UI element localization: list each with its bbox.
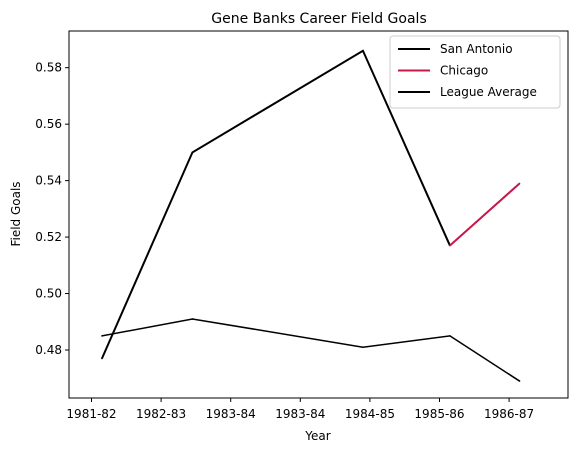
data-point [518,182,521,185]
x-tick-label: 1984-85 [345,407,395,421]
data-point [362,346,364,348]
legend-label: Chicago [440,64,488,78]
x-tick-label: 1983-84 [206,407,256,421]
x-tick-label: 1982-83 [136,407,186,421]
y-tick-label: 0.48 [35,343,62,357]
y-axis-ticks: 0.48 0.50 0.52 0.54 0.56 0.58 [35,61,69,357]
series-line [449,182,521,247]
data-point [191,318,194,320]
legend: San Antonio Chicago League Average [389,35,561,109]
data-point [101,357,103,360]
x-tick-label: 1981-82 [66,407,116,421]
legend-box [389,35,561,109]
legend-label: League Average [440,85,537,99]
legend-items: San Antonio Chicago League Average [398,42,537,99]
y-axis-label: Field Goals [9,181,23,246]
x-axis-label: Year [304,429,330,443]
x-tick-label: 1983-84 [275,407,325,421]
y-tick-label: 0.50 [35,287,62,301]
data-point [362,49,364,52]
data-point [191,151,194,154]
x-tick-label: 1985-86 [414,407,464,421]
data-point [518,380,521,382]
y-tick-label: 0.58 [35,61,62,75]
series-line [101,318,520,382]
data-point [449,335,451,337]
data-point [101,335,103,337]
y-tick-label: 0.54 [35,174,62,188]
chart-title: Gene Banks Career Field Goals [211,11,426,27]
plot-area [68,30,569,399]
series-layer [101,49,521,382]
data-point [449,244,451,247]
series-line [101,49,451,359]
x-tick-label: 1986-87 [484,407,534,421]
y-tick-label: 0.52 [35,230,62,244]
x-axis-ticks: 1981-82 1982-83 1983-84 1983-84 1984-85 1985-… [66,398,534,421]
y-tick-label: 0.56 [35,117,62,131]
legend-label: San Antonio [440,42,513,56]
